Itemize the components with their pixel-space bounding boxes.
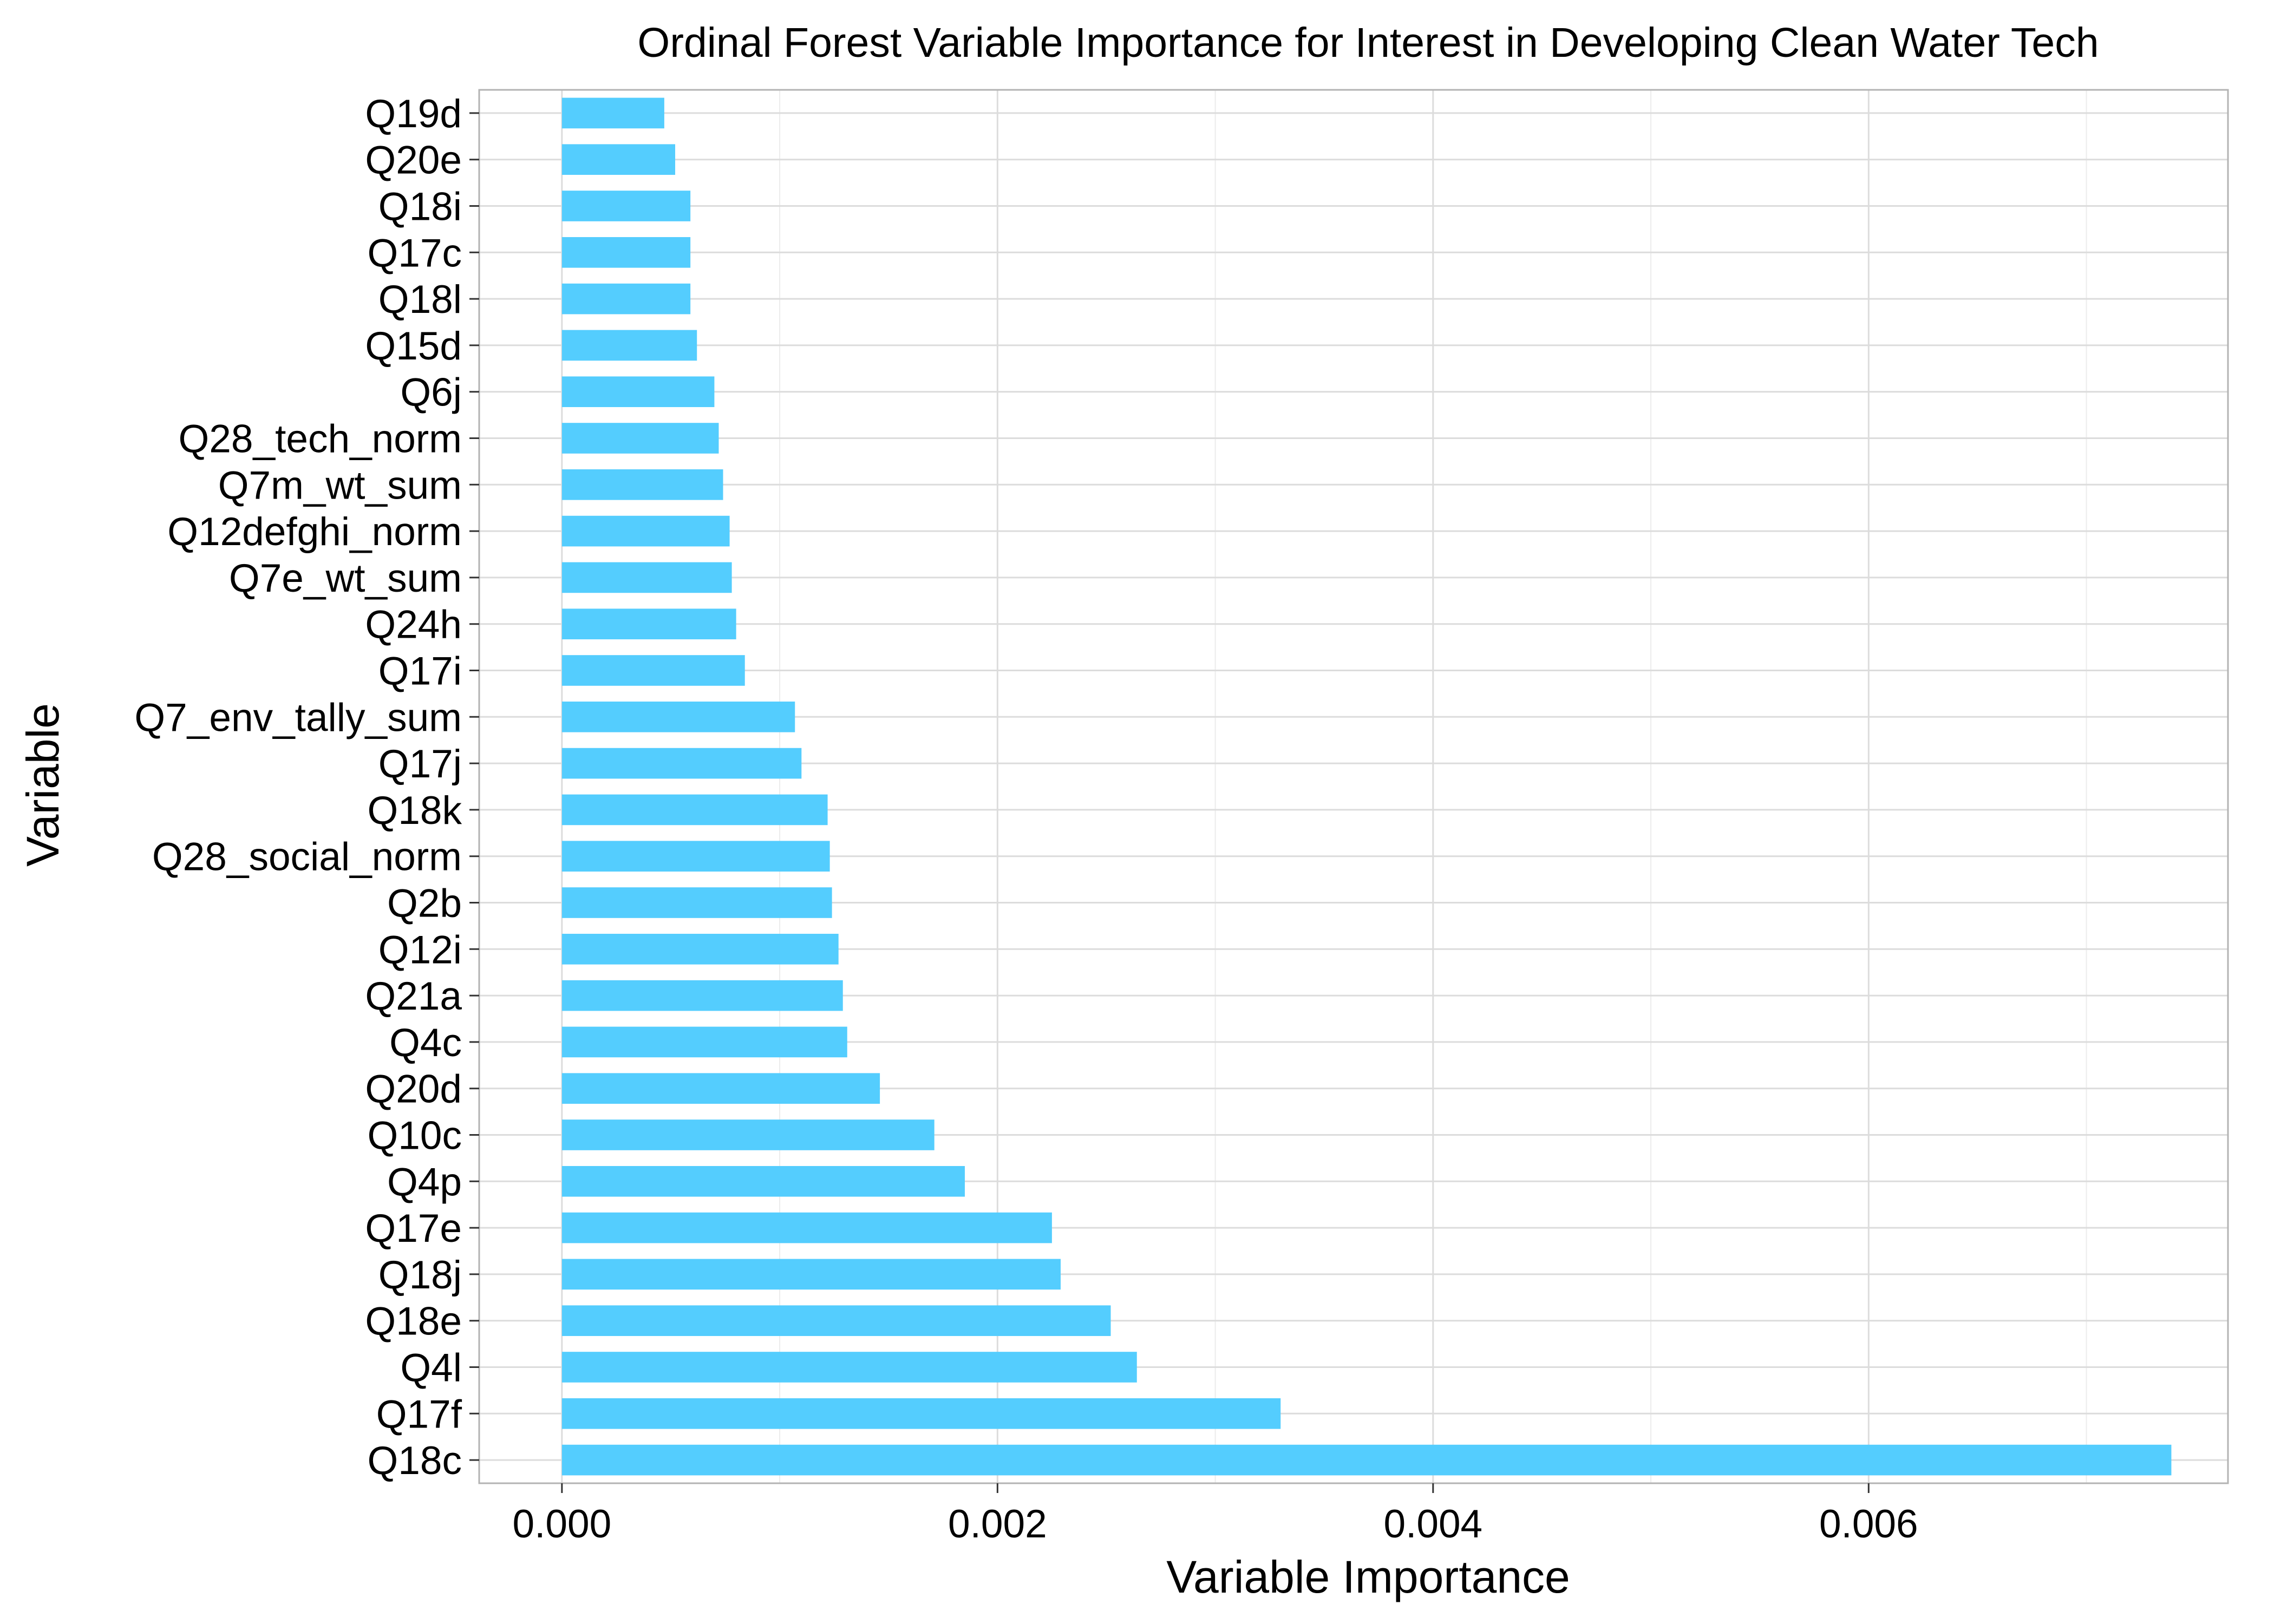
bar — [561, 1119, 935, 1150]
bar — [561, 1026, 847, 1058]
y-tick-label: Q17j — [378, 742, 462, 786]
y-tick-label: Q7m_wt_sum — [218, 463, 462, 507]
y-tick-label: Q12i — [378, 928, 462, 972]
x-axis-title: Variable Importance — [1166, 1551, 1570, 1602]
y-tick-label: Q18i — [378, 185, 462, 229]
bar — [561, 376, 715, 408]
y-tick-label: Q18e — [365, 1300, 462, 1344]
y-tick-label: Q12defghi_norm — [167, 510, 462, 554]
bar — [561, 1073, 880, 1104]
bar — [561, 237, 691, 268]
y-tick-label: Q18l — [378, 278, 462, 322]
y-tick-label: Q28_social_norm — [152, 835, 462, 879]
bar — [561, 887, 832, 918]
y-tick-label: Q28_tech_norm — [179, 417, 462, 461]
bar — [561, 515, 730, 547]
y-tick-label: Q18c — [368, 1439, 462, 1483]
bar — [561, 191, 691, 221]
bar — [561, 1165, 965, 1197]
bar — [561, 97, 664, 129]
x-tick-label: 0.006 — [1819, 1502, 1918, 1546]
y-tick-label: Q7_env_tally_sum — [134, 696, 462, 739]
y-tick-label: Q24h — [365, 603, 462, 647]
y-axis-ticks: Q19dQ20eQ18iQ17cQ18lQ15dQ6jQ28_tech_norm… — [134, 92, 479, 1483]
bar — [561, 1398, 1281, 1429]
bar — [561, 841, 830, 872]
x-tick-label: 0.000 — [513, 1502, 612, 1546]
y-tick-label: Q17f — [376, 1392, 462, 1436]
bar — [561, 608, 736, 640]
x-axis-ticks: 0.000 0.002 0.004 0.006 — [513, 1483, 1918, 1546]
bar — [561, 748, 802, 779]
y-axis-title: Variable — [17, 703, 68, 867]
bar — [561, 933, 839, 965]
y-tick-label: Q4p — [387, 1160, 462, 1204]
x-tick-label: 0.002 — [948, 1502, 1047, 1546]
y-tick-label: Q2b — [387, 882, 462, 926]
bar — [561, 562, 732, 593]
bar — [561, 469, 723, 500]
y-tick-label: Q21a — [365, 974, 462, 1018]
panel-border — [478, 89, 2229, 1484]
y-tick-label: Q19d — [365, 92, 462, 136]
bar — [561, 980, 843, 1011]
bar — [561, 423, 719, 454]
bar — [561, 701, 795, 732]
bar — [561, 1444, 2172, 1476]
y-tick-label: Q7e_wt_sum — [229, 556, 462, 600]
bar — [561, 655, 745, 686]
y-tick-label: Q4l — [400, 1346, 462, 1390]
y-tick-label: Q18k — [368, 789, 462, 833]
bar — [561, 1212, 1052, 1243]
y-tick-label: Q17c — [368, 231, 462, 275]
y-tick-label: Q20e — [365, 139, 462, 182]
bar — [561, 144, 676, 175]
y-tick-label: Q17e — [365, 1207, 462, 1250]
y-tick-label: Q10c — [368, 1114, 462, 1158]
y-tick-label: Q17i — [378, 650, 462, 693]
bar — [561, 1305, 1111, 1337]
y-tick-label: Q18j — [378, 1253, 462, 1297]
y-tick-label: Q20d — [365, 1068, 462, 1111]
bar — [561, 330, 697, 361]
x-tick-label: 0.004 — [1383, 1502, 1482, 1546]
bar — [561, 1259, 1061, 1290]
bar — [561, 1352, 1137, 1383]
bars — [561, 97, 2172, 1476]
y-tick-label: Q6j — [400, 371, 462, 415]
bar — [561, 283, 691, 315]
y-tick-label: Q15d — [365, 324, 462, 368]
y-tick-label: Q4c — [389, 1021, 462, 1065]
bar — [561, 794, 828, 826]
chart-title: Ordinal Forest Variable Importance for I… — [637, 19, 2099, 66]
